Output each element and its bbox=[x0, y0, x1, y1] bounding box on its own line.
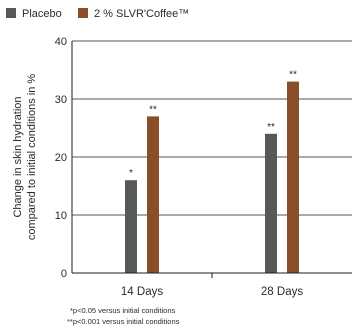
bar-placebo-14-days bbox=[125, 180, 137, 273]
x-category-label-28-days: 28 Days bbox=[261, 286, 303, 298]
gridlines bbox=[72, 40, 352, 216]
significance-label: ** bbox=[267, 122, 275, 133]
x-category-labels: 14 Days 28 Days bbox=[121, 286, 303, 298]
legend-swatch-slvr-coffee bbox=[78, 8, 88, 18]
y-axis-title-line-2: compared to initial conditions in % bbox=[26, 74, 38, 241]
legend: Placebo 2 % SLVR'Coffee™ bbox=[6, 8, 189, 20]
significance-label: * bbox=[129, 168, 133, 179]
footnote-2: **p<0.001 versus initial conditions bbox=[67, 317, 180, 326]
legend-label-slvr-coffee: 2 % SLVR'Coffee™ bbox=[94, 8, 189, 20]
bars: ******* bbox=[125, 70, 299, 274]
y-tick-labels: 0 10 20 30 40 bbox=[55, 36, 67, 280]
legend-swatch-placebo bbox=[6, 8, 16, 18]
y-axis-title: Change in skin hydration compared to ini… bbox=[12, 74, 38, 241]
bar-2-slvr-coffee-14-days bbox=[147, 116, 159, 274]
bar-2-slvr-coffee-28-days bbox=[287, 81, 299, 273]
y-tick-label-10: 10 bbox=[55, 210, 67, 222]
bar-placebo-28-days bbox=[265, 133, 277, 273]
y-tick-label-20: 20 bbox=[55, 152, 67, 164]
significance-label: ** bbox=[149, 104, 157, 115]
y-axis-title-line-1: Change in skin hydration bbox=[12, 96, 24, 217]
significance-label: ** bbox=[289, 70, 297, 81]
footnote-1: *p<0.05 versus initial conditions bbox=[70, 306, 176, 315]
y-tick-label-30: 30 bbox=[55, 94, 67, 106]
y-tick-label-0: 0 bbox=[61, 268, 67, 280]
footnotes: *p<0.05 versus initial conditions **p<0.… bbox=[67, 306, 180, 326]
legend-label-placebo: Placebo bbox=[22, 8, 62, 20]
x-category-label-14-days: 14 Days bbox=[121, 286, 163, 298]
axes bbox=[71, 41, 352, 278]
y-tick-label-40: 40 bbox=[55, 36, 67, 48]
